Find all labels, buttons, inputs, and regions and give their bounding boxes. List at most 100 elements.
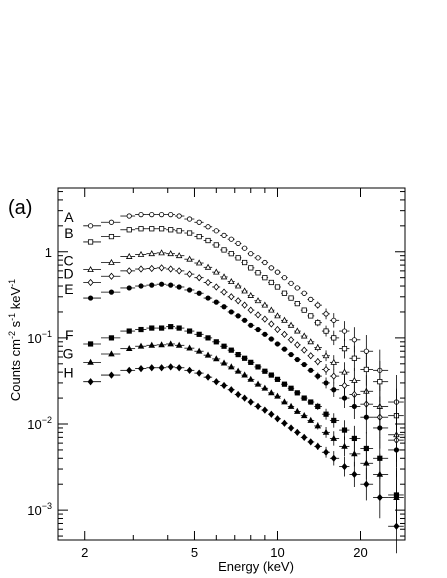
data-point xyxy=(341,442,348,449)
data-point xyxy=(301,346,308,354)
data-point xyxy=(168,227,174,233)
data-point xyxy=(168,212,174,218)
data-point xyxy=(87,239,94,245)
data-point xyxy=(108,219,115,225)
data-point xyxy=(158,325,165,331)
data-point xyxy=(301,433,308,441)
data-point xyxy=(87,295,94,301)
data-point xyxy=(186,366,193,374)
data-point xyxy=(323,411,329,417)
data-point xyxy=(205,295,211,301)
data-point xyxy=(268,265,274,271)
series-B: B xyxy=(64,225,404,443)
data-point xyxy=(294,327,301,334)
data-point xyxy=(262,331,268,337)
data-point xyxy=(108,371,115,379)
data-point xyxy=(281,316,288,323)
data-point xyxy=(137,250,145,257)
data-point xyxy=(167,340,174,347)
data-point xyxy=(288,280,294,286)
data-point xyxy=(126,285,132,291)
data-point xyxy=(235,297,242,305)
data-point xyxy=(300,332,308,339)
data-point xyxy=(351,337,357,343)
series-G: G xyxy=(63,340,404,525)
data-point xyxy=(351,435,357,442)
data-point xyxy=(351,450,358,457)
x-tick-label: 20 xyxy=(353,545,367,560)
data-point xyxy=(376,493,383,502)
data-point xyxy=(248,322,254,328)
data-point xyxy=(242,259,248,266)
data-point xyxy=(167,363,174,371)
data-point xyxy=(294,301,300,307)
y-tick-label: 1 xyxy=(45,245,52,260)
data-point xyxy=(87,341,94,347)
data-point xyxy=(228,386,235,394)
data-point xyxy=(351,403,357,410)
data-point xyxy=(125,252,133,259)
data-point xyxy=(242,245,248,251)
data-point xyxy=(307,352,314,360)
data-point xyxy=(287,402,295,409)
data-point xyxy=(168,282,174,288)
data-point xyxy=(300,412,308,419)
data-point xyxy=(274,392,281,399)
data-point xyxy=(158,226,165,232)
data-point xyxy=(213,299,219,305)
data-point xyxy=(341,346,348,352)
data-point xyxy=(167,250,174,257)
data-point xyxy=(186,216,193,222)
data-point xyxy=(308,296,314,302)
data-point xyxy=(254,297,262,304)
data-point xyxy=(322,352,330,359)
data-point xyxy=(241,301,248,309)
data-point xyxy=(294,341,301,349)
data-point xyxy=(235,390,242,399)
data-point xyxy=(261,315,268,323)
data-point xyxy=(204,351,212,358)
data-point xyxy=(158,249,165,256)
data-point xyxy=(247,398,254,406)
data-point xyxy=(341,381,348,390)
data-point xyxy=(294,356,300,363)
data-point xyxy=(213,268,220,275)
x-tick-label: 5 xyxy=(191,545,198,560)
data-point xyxy=(288,385,294,391)
data-point xyxy=(268,389,275,396)
data-point xyxy=(331,387,337,393)
data-point xyxy=(213,283,220,291)
data-point xyxy=(330,372,337,380)
data-point xyxy=(281,346,288,352)
data-point xyxy=(281,290,288,296)
panel-label: (a) xyxy=(8,197,32,219)
series-H: H xyxy=(63,363,404,554)
series-F: F xyxy=(65,324,404,522)
data-point xyxy=(248,359,254,365)
data-point xyxy=(314,442,321,450)
data-point xyxy=(315,403,321,410)
data-point xyxy=(341,395,348,401)
data-point xyxy=(221,381,228,390)
data-point xyxy=(220,273,228,280)
data-point xyxy=(341,368,348,375)
data-point xyxy=(331,417,337,424)
data-point xyxy=(149,282,155,288)
data-point xyxy=(255,270,261,276)
y-tick-base: 10 xyxy=(27,417,41,432)
data-point xyxy=(274,284,281,290)
y-axis-label-exp1: -2 xyxy=(7,331,17,339)
data-point xyxy=(87,278,94,287)
data-point xyxy=(314,344,322,351)
data-point xyxy=(331,335,337,341)
y-tick-base: 10 xyxy=(27,331,41,346)
data-point xyxy=(148,264,155,273)
data-point xyxy=(315,373,321,379)
data-point xyxy=(301,290,307,296)
data-point xyxy=(323,380,329,386)
data-point xyxy=(108,258,115,265)
series-label-G: G xyxy=(63,345,74,361)
data-point xyxy=(213,339,219,345)
data-point xyxy=(158,341,165,348)
